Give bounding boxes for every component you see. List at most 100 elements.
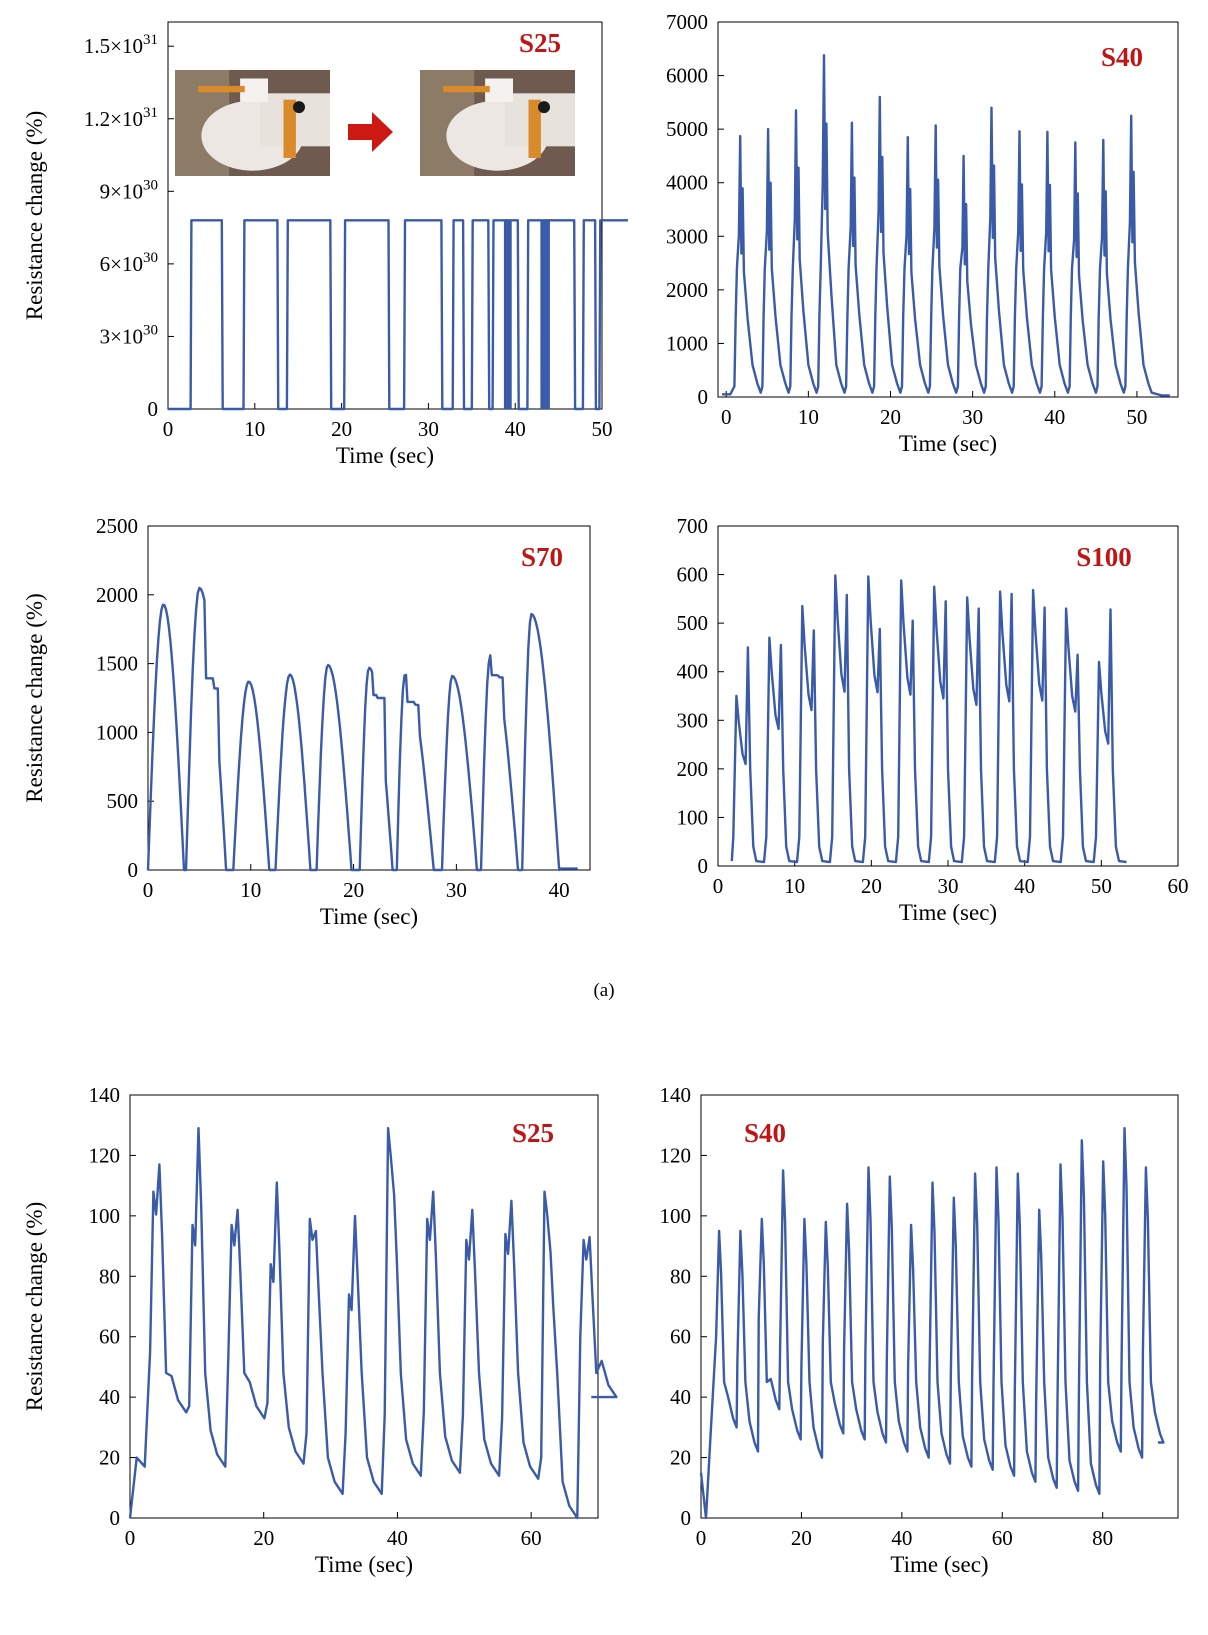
y-tick-label: 20	[670, 1446, 691, 1470]
y-tick-label: 6×1030	[100, 250, 158, 276]
x-tick-label: 60	[1168, 874, 1189, 898]
x-tick-label: 40	[549, 878, 570, 902]
y-tick-label: 0	[110, 1506, 121, 1530]
panel-label: S25	[519, 28, 561, 58]
y-tick-label: 1500	[96, 652, 138, 676]
y-tick-label: 0	[698, 854, 709, 878]
x-tick-label: 20	[791, 1526, 812, 1550]
panel-label: S100	[1076, 542, 1132, 572]
y-tick-label: 20	[99, 1446, 120, 1470]
data-series-line	[146, 586, 578, 872]
data-series-line	[699, 1127, 1165, 1520]
y-tick-label: 100	[677, 805, 709, 829]
y-tick-label: 9×1030	[100, 177, 158, 203]
x-tick-label: 50	[1126, 405, 1147, 429]
y-tick-label: 3×1030	[100, 322, 158, 348]
x-tick-label: 10	[244, 417, 265, 441]
plot-frame	[717, 21, 1179, 398]
y-tick-label: 120	[89, 1143, 121, 1167]
y-tick-label: 100	[660, 1204, 692, 1228]
x-axis-label: Time (sec)	[899, 431, 997, 456]
hand-relaxed-photo	[175, 70, 330, 176]
y-tick-label: 80	[670, 1264, 691, 1288]
y-tick-label: 140	[660, 1083, 692, 1107]
plot-frame	[700, 1094, 1179, 1519]
x-tick-label: 40	[505, 417, 526, 441]
y-tick-label: 1.2×1031	[84, 105, 158, 131]
y-tick-label: 5000	[666, 117, 708, 141]
y-tick-label: 60	[670, 1325, 691, 1349]
x-tick-label: 20	[331, 417, 352, 441]
hand-bent-photo	[420, 70, 575, 176]
chart-a-s25: 0 10 20 30 40 50 0 3×1030 6×1030 9×1030 1.2×1031 1.…	[22, 21, 628, 468]
x-axis-label: Time (sec)	[899, 900, 997, 925]
x-tick-label: 10	[240, 878, 261, 902]
x-tick-label: 0	[143, 878, 154, 902]
y-tick-label: 700	[677, 514, 709, 538]
chart-a-s100: 0 10 20 30 40 50 600100200300400500600700Time …	[677, 514, 1189, 925]
x-tick-label: 0	[163, 417, 174, 441]
y-tick-label: 2000	[666, 278, 708, 302]
y-tick-label: 300	[677, 708, 709, 732]
x-tick-label: 20	[253, 1526, 274, 1550]
y-tick-label: 6000	[666, 64, 708, 88]
y-tick-label: 40	[670, 1385, 691, 1409]
y-axis-label: Resistance change (%)	[22, 1202, 47, 1411]
x-tick-label: 10	[798, 405, 819, 429]
y-tick-label: 40	[99, 1385, 120, 1409]
y-axis-label: Resistance change (%)	[22, 111, 47, 320]
x-tick-label: 0	[713, 874, 724, 898]
x-tick-label: 10	[784, 874, 805, 898]
x-axis-label: Time (sec)	[315, 1552, 413, 1577]
chart-b-s25: 0 20 40 60 0 20 40 60 80 100 120 140 Time (sec) Resis…	[22, 1083, 618, 1577]
x-tick-label: 20	[880, 405, 901, 429]
y-tick-label: 2500	[96, 514, 138, 538]
y-tick-label: 60	[99, 1325, 120, 1349]
x-axis-label: Time (sec)	[320, 904, 418, 929]
y-tick-label: 1000	[666, 331, 708, 355]
y-tick-label: 200	[677, 757, 709, 781]
y-tick-label: 100	[89, 1204, 121, 1228]
y-tick-label: 4000	[666, 171, 708, 195]
y-tick-label: 1000	[96, 720, 138, 744]
chart-a-s40: 0 10 20 30 40 50 0 1000 2000 3000 4000 5000 6000 7000…	[666, 10, 1179, 456]
x-tick-label: 30	[938, 874, 959, 898]
x-tick-label: 0	[696, 1526, 707, 1550]
y-tick-label: 600	[677, 563, 709, 587]
panel-label: S40	[744, 1118, 786, 1148]
y-tick-label: 500	[677, 611, 709, 635]
plot-frame	[167, 21, 603, 410]
x-tick-label: 30	[446, 878, 467, 902]
x-tick-label: 50	[592, 417, 613, 441]
x-tick-label: 0	[125, 1526, 136, 1550]
y-tick-label: 1.5×1031	[84, 32, 158, 58]
x-tick-label: 20	[861, 874, 882, 898]
x-tick-label: 0	[721, 405, 732, 429]
data-series-line	[128, 1127, 618, 1520]
y-axis-label: Resistance change (%)	[22, 593, 47, 802]
y-tick-label: 0	[128, 858, 139, 882]
y-tick-label: 500	[107, 789, 139, 813]
x-axis-label: Time (sec)	[336, 443, 434, 468]
y-tick-label: 0	[681, 1506, 692, 1530]
y-tick-label: 120	[660, 1143, 692, 1167]
x-tick-label: 80	[1092, 1526, 1113, 1550]
y-tick-label: 7000	[666, 10, 708, 34]
x-tick-label: 50	[1091, 874, 1112, 898]
panel-label: S40	[1101, 42, 1143, 72]
y-tick-label: 0	[148, 397, 159, 421]
panel-label: S70	[521, 542, 563, 572]
x-tick-label: 40	[1014, 874, 1035, 898]
data-series-line	[722, 54, 1170, 397]
panel-label: S25	[512, 1118, 554, 1148]
caption-a: (a)	[593, 980, 615, 1001]
x-tick-label: 40	[891, 1526, 912, 1550]
x-tick-label: 30	[962, 405, 983, 429]
arrow-right-icon	[348, 112, 393, 152]
y-tick-label: 2000	[96, 583, 138, 607]
data-series-line	[168, 219, 628, 411]
x-tick-label: 30	[418, 417, 439, 441]
y-tick-label: 400	[677, 660, 709, 684]
x-tick-label: 60	[521, 1526, 542, 1550]
